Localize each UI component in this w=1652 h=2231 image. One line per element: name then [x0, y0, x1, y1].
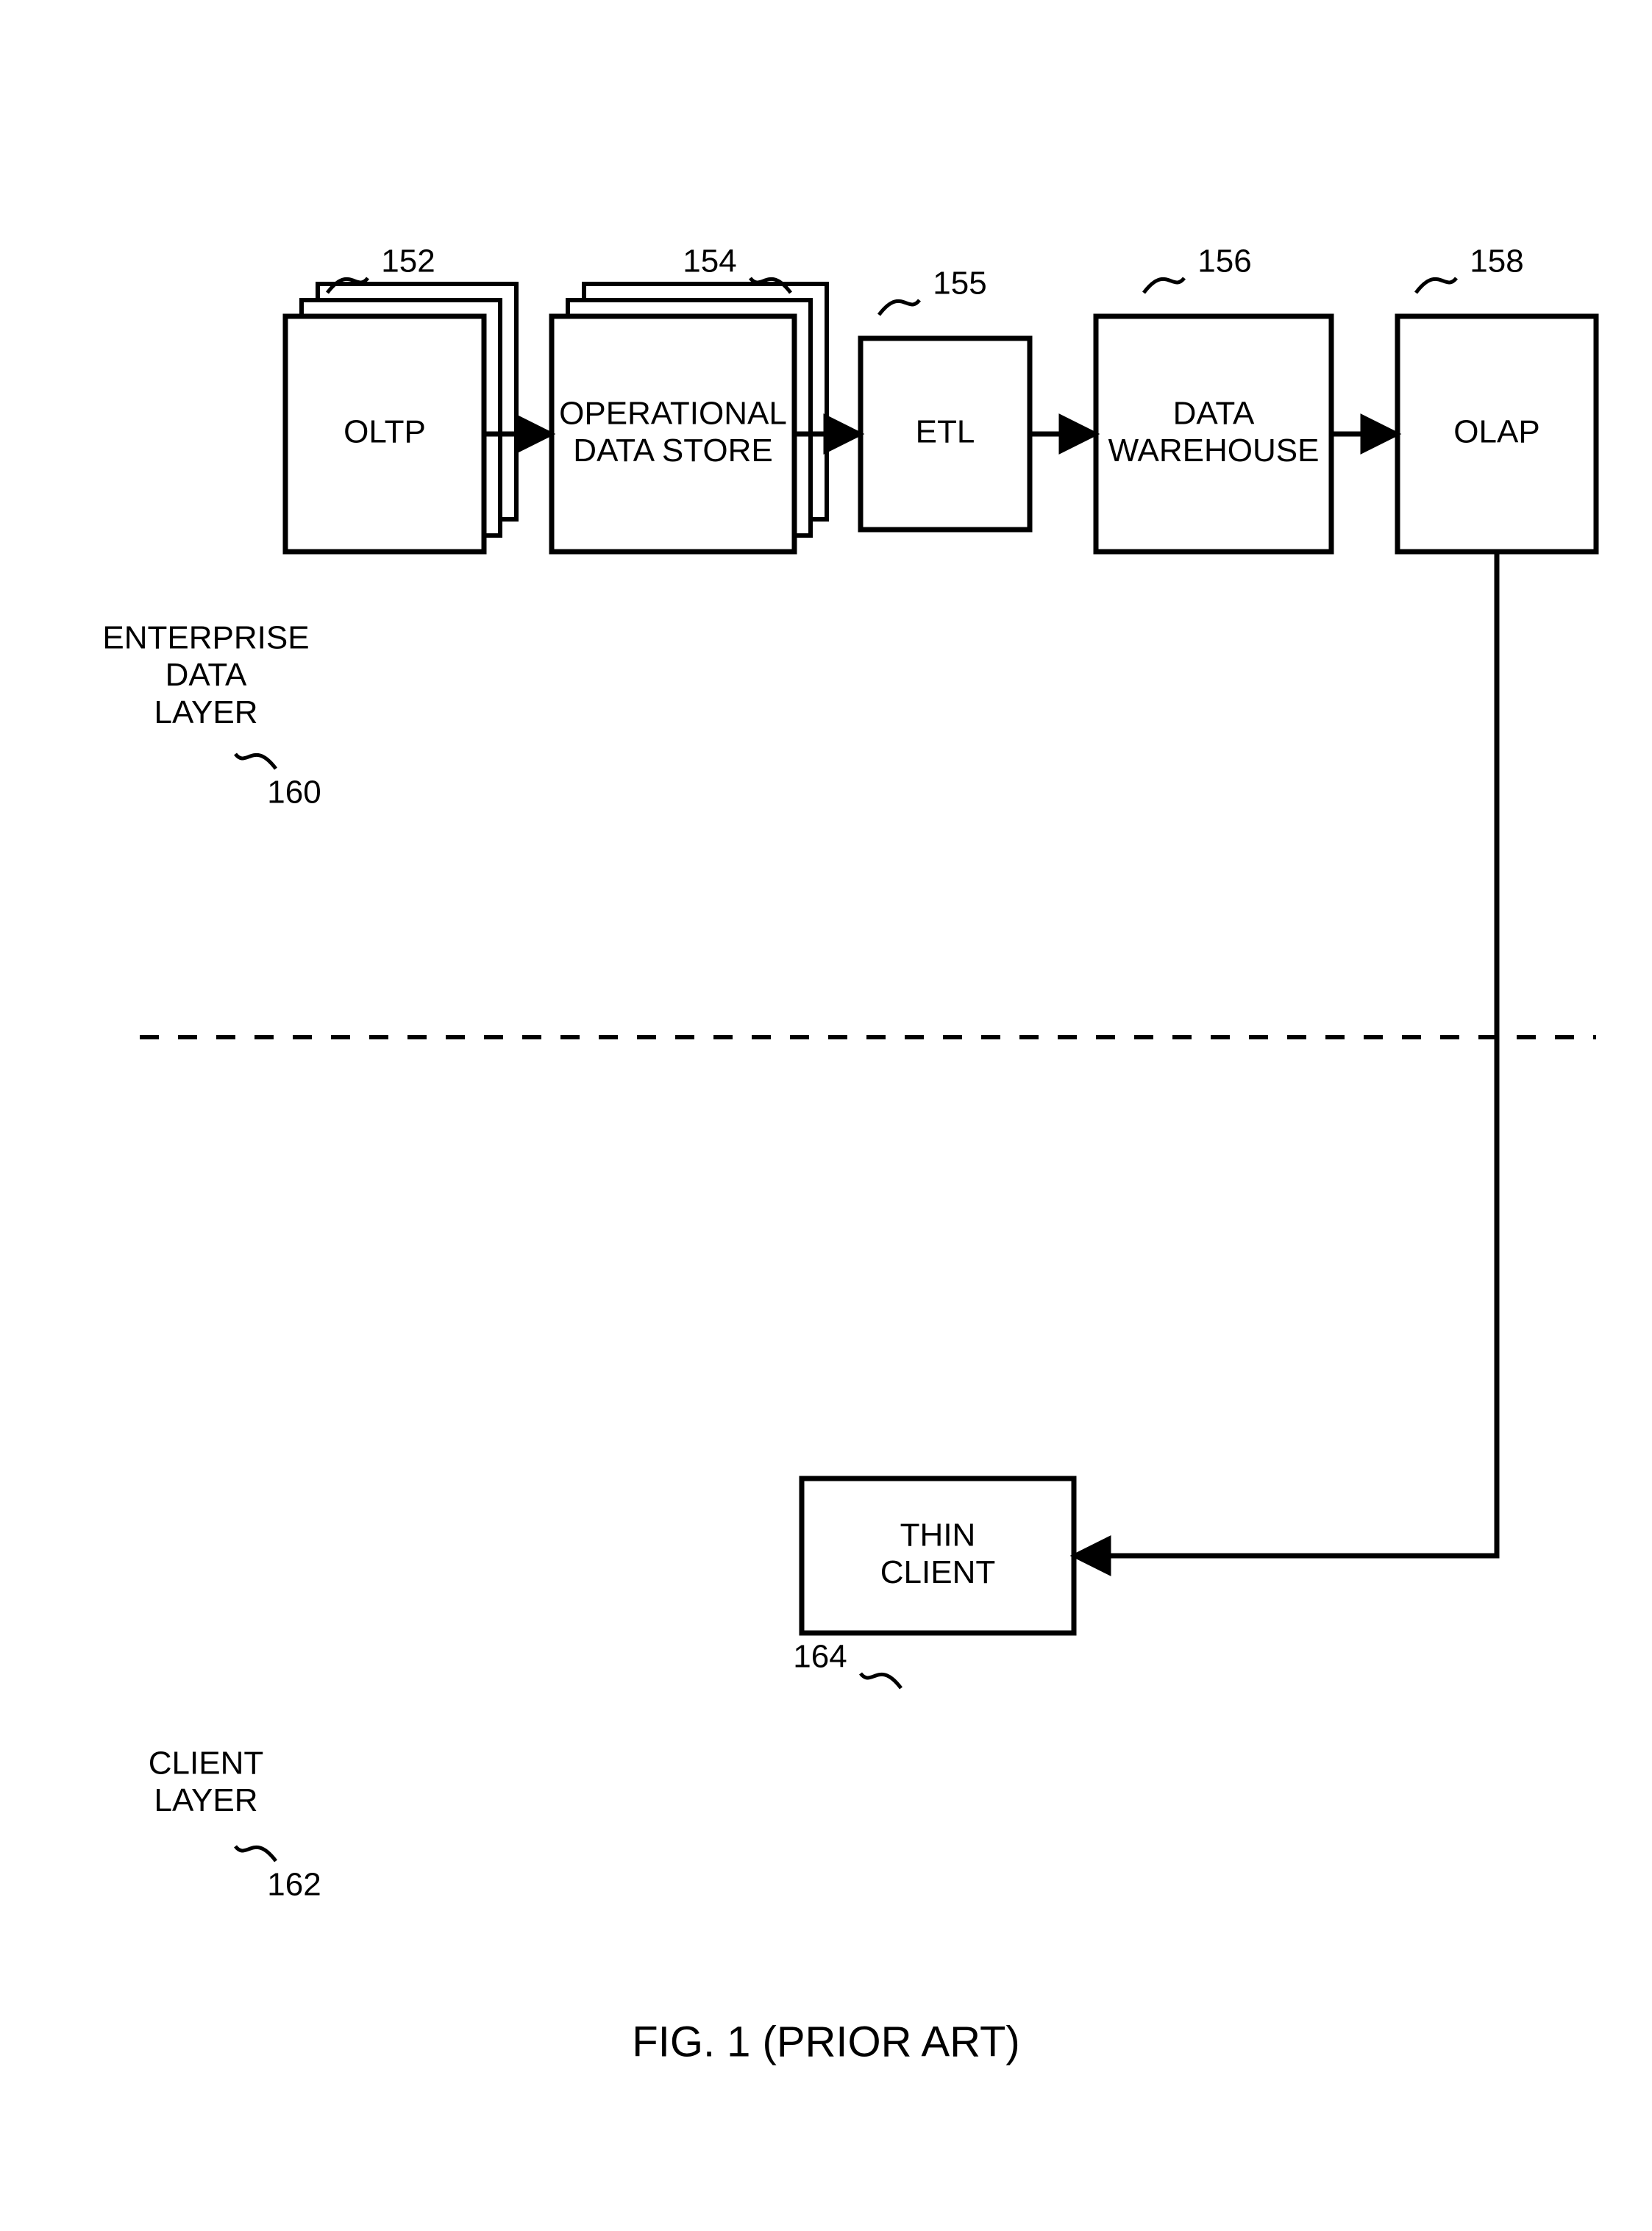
node-ods-label-0: OPERATIONAL [559, 395, 787, 431]
connector-olap-to-thin [1077, 552, 1497, 1556]
node-dw-squiggle [1144, 278, 1184, 293]
node-thin: THINCLIENT 164 [793, 1479, 1074, 1688]
node-thin-label-0: THIN [900, 1517, 976, 1553]
node-ods-label-1: DATA STORE [573, 433, 772, 469]
node-olap-squiggle [1416, 278, 1456, 293]
node-ods-ref: 154 [683, 243, 736, 280]
node-oltp: OLTP 152 [285, 243, 516, 552]
layer-label-client-line-0: CLIENT [149, 1746, 263, 1782]
node-dw-label-1: WAREHOUSE [1108, 433, 1320, 469]
node-oltp-ref: 152 [381, 243, 435, 280]
node-etl-ref: 155 [933, 266, 986, 302]
layer-label-enterprise-line-0: ENTERPRISE [102, 620, 309, 656]
node-olap-label-0: OLAP [1453, 414, 1539, 450]
node-etl: ETL 155 [861, 266, 1030, 530]
node-etl-label-0: ETL [916, 414, 975, 450]
layer-label-enterprise-ref: 160 [267, 775, 321, 811]
node-oltp-label-0: OLTP [343, 414, 426, 450]
layer-label-enterprise: ENTERPRISEDATALAYER 160 [102, 620, 321, 811]
layer-label-client: CLIENTLAYER 162 [149, 1746, 321, 1903]
layer-label-enterprise-line-1: DATA [165, 657, 247, 693]
node-ods: OPERATIONALDATA STORE 154 [552, 243, 827, 552]
node-thin-squiggle [861, 1673, 901, 1688]
layer-label-client-line-1: LAYER [154, 1782, 257, 1818]
layer-label-enterprise-line-2: LAYER [154, 694, 257, 730]
node-dw-ref: 156 [1197, 243, 1251, 280]
figure-caption: FIG. 1 (PRIOR ART) [632, 2018, 1019, 2065]
layer-label-client-ref: 162 [267, 1867, 321, 1903]
node-olap: OLAP 158 [1398, 243, 1596, 552]
node-dw: DATAWAREHOUSE 156 [1096, 243, 1331, 552]
node-dw-label-0: DATA [1173, 395, 1255, 431]
node-thin-ref: 164 [793, 1639, 847, 1675]
node-etl-squiggle [879, 300, 919, 315]
node-thin-label-1: CLIENT [880, 1554, 995, 1590]
node-olap-ref: 158 [1470, 243, 1523, 280]
